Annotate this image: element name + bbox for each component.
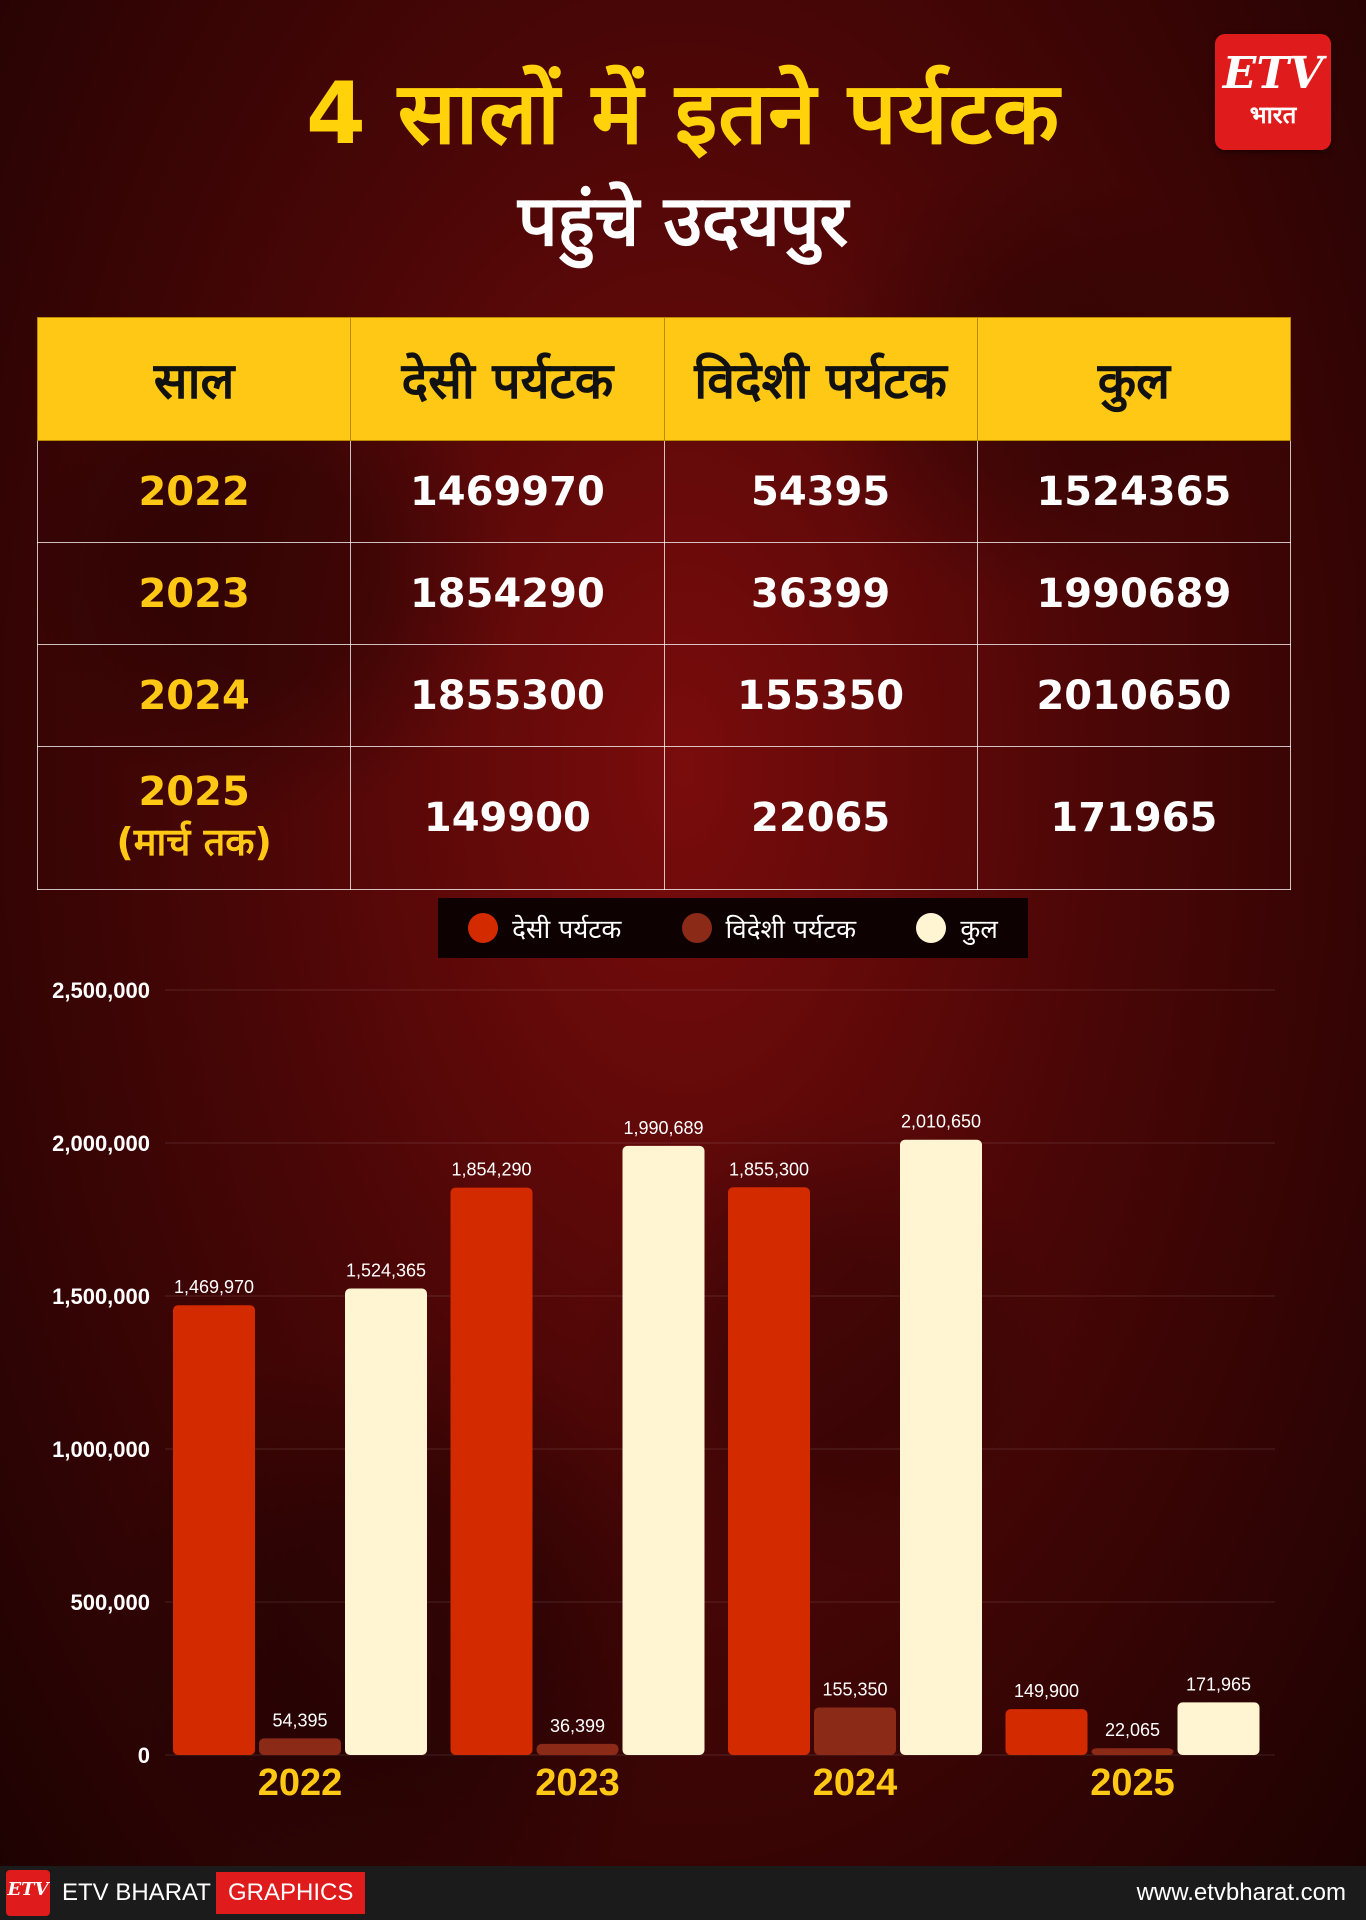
footer-bar: ETV ETV BHARAT GRAPHICS www.etvbharat.co… (0, 1866, 1366, 1920)
cell-total: 2010650 (976, 644, 1292, 747)
footer-url: www.etvbharat.com (1136, 1879, 1346, 1906)
logo-subtext: भारत (1249, 101, 1297, 129)
data-label: 171,965 (1186, 1674, 1251, 1694)
bar (259, 1738, 341, 1755)
y-tick-label: 1,500,000 (52, 1284, 150, 1309)
data-label: 1,990,689 (623, 1118, 703, 1138)
cell-videshi: 36399 (663, 542, 978, 645)
table-header-row: साल देसी पर्यटक विदेशी पर्यटक कुल (36, 317, 1292, 441)
bar (1005, 1709, 1088, 1755)
cell-year-note: (मार्च तक) (116, 820, 272, 864)
chart-legend: देसी पर्यटक विदेशी पर्यटक कुल (438, 898, 1028, 958)
legend-item-desi: देसी पर्यटक (468, 910, 621, 946)
table-row: 2022 1469970 54395 1524365 (36, 440, 1292, 543)
footer-brand: ETV BHARAT (62, 1879, 211, 1906)
cell-total: 1524365 (976, 440, 1292, 543)
table-row: 2023 1854290 36399 1990689 (36, 542, 1292, 645)
table-row: 2025 (मार्च तक) 149900 22065 171965 (36, 746, 1292, 890)
cell-year: 2022 (36, 440, 352, 543)
cell-videshi: 22065 (663, 746, 978, 890)
header-total: कुल (976, 317, 1292, 441)
cell-videshi: 155350 (663, 644, 978, 747)
bar (1091, 1748, 1174, 1755)
data-label: 149,900 (1014, 1681, 1079, 1701)
y-tick-label: 2,000,000 (52, 1131, 150, 1156)
legend-label-videshi: विदेशी पर्यटक (725, 915, 857, 945)
data-label: 1,854,290 (451, 1160, 531, 1180)
legend-swatch-desi (468, 913, 499, 943)
bar-chart: 0 500,000 1,000,000 1,500,000 2,000,000 2,500… (52, 978, 1275, 1800)
legend-swatch-total (916, 913, 947, 943)
legend-item-total: कुल (916, 910, 998, 946)
bar (900, 1139, 982, 1755)
tourist-table: साल देसी पर्यटक विदेशी पर्यटक कुल 2022 1… (36, 317, 1292, 890)
page-subtitle: पहुंचे उदयपुर (517, 180, 849, 262)
header-videshi: विदेशी पर्यटक (663, 317, 978, 441)
legend-label-total: कुल (960, 915, 998, 945)
logo-text: ETV (1222, 48, 1324, 99)
bar (345, 1288, 427, 1755)
x-category-label: 2025 (1090, 1762, 1175, 1800)
x-category-label: 2022 (258, 1762, 343, 1800)
bar (450, 1187, 533, 1755)
data-label: 1,524,365 (346, 1261, 426, 1281)
y-tick-label: 0 (138, 1743, 150, 1768)
data-label: 1,469,970 (174, 1277, 254, 1297)
cell-desi: 1855300 (350, 644, 665, 747)
y-tick-label: 2,500,000 (52, 978, 150, 1003)
bar (622, 1145, 705, 1755)
header-desi: देसी पर्यटक (350, 317, 665, 441)
legend-item-videshi: विदेशी पर्यटक (681, 910, 857, 946)
cell-year: 2024 (36, 644, 352, 747)
bar (814, 1707, 896, 1755)
footer-logo: ETV (6, 1870, 50, 1916)
cell-desi: 1854290 (350, 542, 665, 645)
legend-label-desi: देसी पर्यटक (512, 915, 622, 945)
y-tick-label: 500,000 (70, 1590, 150, 1615)
cell-desi: 1469970 (350, 440, 665, 543)
x-category-label: 2023 (535, 1762, 620, 1800)
y-tick-label: 1,000,000 (52, 1437, 150, 1462)
footer-graphics-tag: GRAPHICS (216, 1872, 366, 1914)
bar (536, 1743, 619, 1755)
cell-total: 1990689 (976, 542, 1292, 645)
data-label: 155,350 (822, 1679, 887, 1699)
cell-year: 2023 (36, 542, 352, 645)
cell-total: 171965 (976, 746, 1292, 890)
cell-videshi: 54395 (663, 440, 978, 543)
cell-year-value: 2025 (138, 769, 250, 815)
bar (1177, 1702, 1260, 1755)
data-label: 2,010,650 (901, 1112, 981, 1132)
page-title: 4 सालों में इतने पर्यटक (305, 64, 1061, 164)
header-year: साल (36, 317, 352, 441)
data-label: 22,065 (1105, 1720, 1160, 1740)
bar (173, 1305, 255, 1755)
cell-desi: 149900 (350, 746, 665, 890)
legend-swatch-videshi (681, 913, 712, 943)
etv-bharat-logo: ETV भारत (1215, 34, 1331, 150)
data-label: 54,395 (272, 1710, 327, 1730)
x-category-label: 2024 (813, 1762, 898, 1800)
cell-year: 2025 (मार्च तक) (36, 746, 352, 890)
table-row: 2024 1855300 155350 2010650 (36, 644, 1292, 747)
data-label: 1,855,300 (729, 1159, 809, 1179)
bar (728, 1187, 810, 1755)
data-label: 36,399 (550, 1716, 605, 1736)
